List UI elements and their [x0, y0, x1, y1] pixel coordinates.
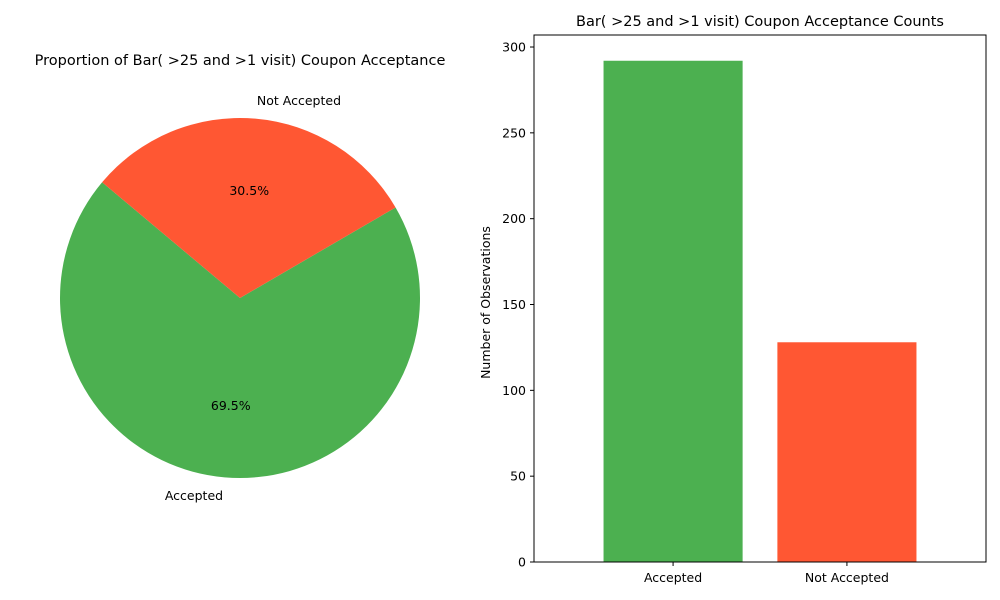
axes-frame: [533, 34, 987, 563]
pie-slices: [60, 117, 420, 479]
pie-slice-accepted: [60, 182, 420, 479]
y-tick-label-300: 300: [502, 40, 526, 55]
pie-title: Proportion of Bar( >25 and >1 visit) Cou…: [35, 53, 446, 69]
pie-chart: Proportion of Bar( >25 and >1 visit) Cou…: [35, 53, 446, 503]
bar-accepted: [603, 60, 743, 563]
y-axis-label: Number of Observations: [478, 226, 493, 379]
y-tick-label-100: 100: [502, 383, 526, 398]
pie-pct-label-not-accepted: 30.5%: [229, 183, 269, 198]
y-tick-label-150: 150: [502, 297, 526, 312]
pie-pct-label-accepted: 69.5%: [211, 398, 251, 413]
pie-slice-label-accepted: Accepted: [165, 488, 223, 503]
x-tick-label-accepted: Accepted: [644, 570, 702, 585]
y-axis-ticks: 0 50 100 150 200 250 300: [502, 40, 534, 570]
pie-slice-not-accepted: [102, 117, 396, 298]
y-tick-label-250: 250: [502, 125, 526, 140]
y-tick-label-200: 200: [502, 211, 526, 226]
pie-slice-label-not-accepted: Not Accepted: [257, 93, 341, 108]
x-axis-ticks: Accepted Not Accepted: [644, 562, 889, 585]
bars: [603, 60, 917, 563]
bar-title: Bar( >25 and >1 visit) Coupon Acceptance…: [576, 14, 944, 30]
x-tick-label-not-accepted: Not Accepted: [805, 570, 889, 585]
bar-not-accepted: [777, 342, 917, 562]
bar-chart: Bar( >25 and >1 visit) Coupon Acceptance…: [478, 14, 987, 585]
y-tick-label-50: 50: [510, 469, 526, 484]
pie-labels: 69.5% Accepted 30.5% Not Accepted: [165, 93, 341, 503]
y-tick-label-0: 0: [518, 555, 526, 570]
